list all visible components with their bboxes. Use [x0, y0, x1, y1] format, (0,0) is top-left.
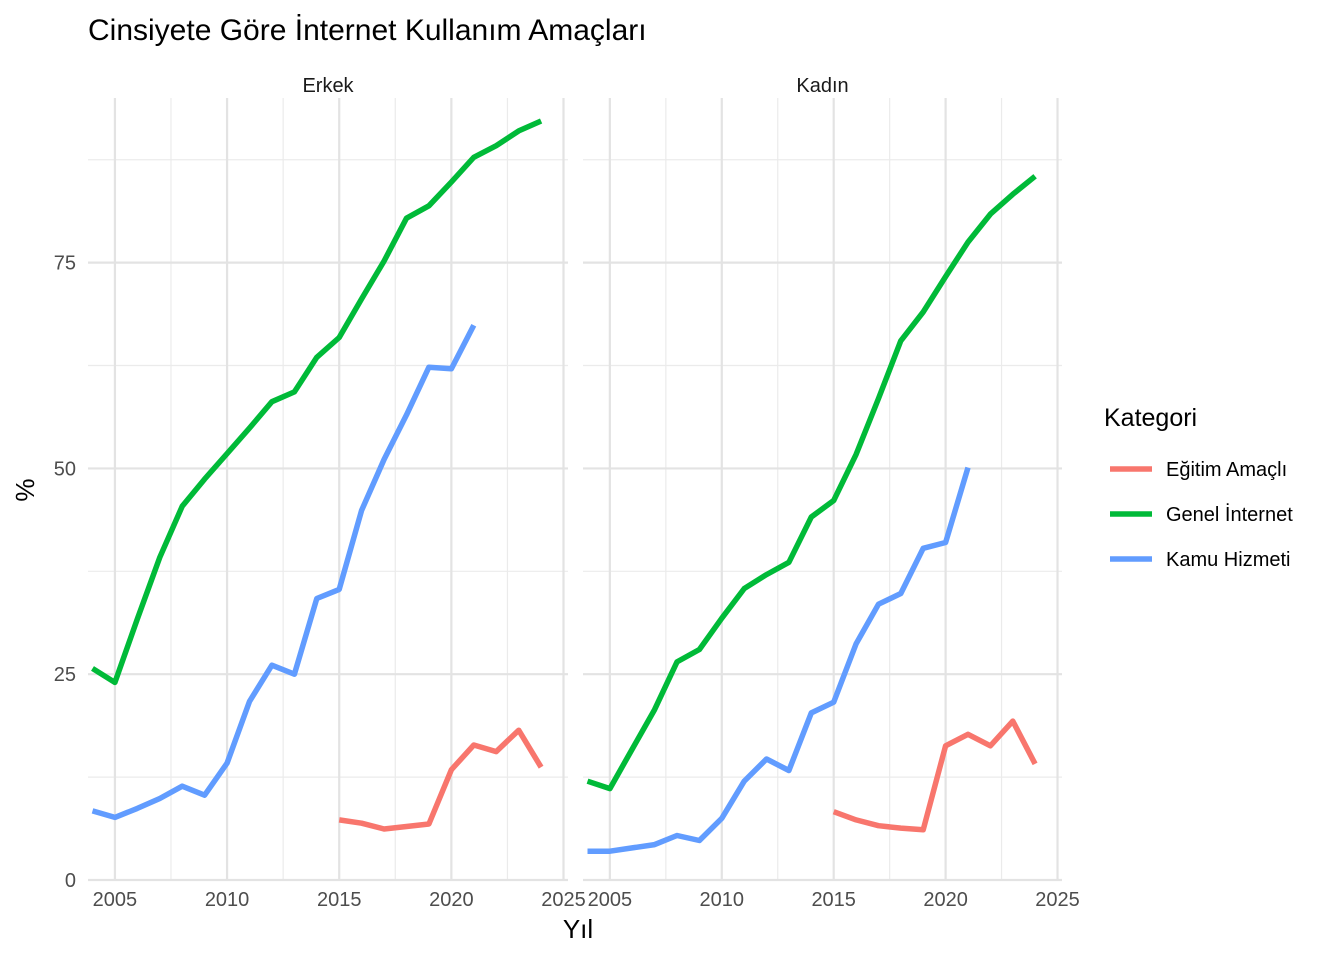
series-line-eğitim-amaçlı: [832, 718, 1038, 833]
chart-title: Cinsiyete Göre İnternet Kullanım Amaçlar…: [88, 14, 647, 47]
y-tick-label: 25: [54, 664, 76, 686]
x-tick-label: 2025: [1035, 889, 1080, 911]
legend-label: Genel İnternet: [1166, 503, 1293, 526]
x-tick-label: 2020: [429, 889, 474, 911]
x-tick-label: 2025: [541, 889, 586, 911]
series-line-eğitim-amaçlı: [338, 727, 544, 832]
series-line-genel-i̇nternet: [586, 174, 1037, 792]
legend-entries: Eğitim Amaçlı Genel İnternet Kamu Hizmeti: [1110, 459, 1293, 571]
y-tick-label: 75: [54, 253, 76, 275]
legend-label: Eğitim Amaçlı: [1166, 459, 1287, 481]
panel-1: Erkek 2005 2010 2015 2020 2025 0 25 50 75: [54, 75, 586, 911]
y-tick-label: 0: [65, 870, 76, 892]
x-tick-label: 2005: [93, 889, 138, 911]
x-tick-label: 2020: [923, 889, 968, 911]
series-line-genel-i̇nternet: [91, 118, 543, 686]
x-tick-label: 2010: [700, 889, 745, 911]
x-tick-label: 2015: [811, 889, 856, 911]
panel-2: Kadın 2005 2010 2015 2020 2025: [583, 75, 1080, 911]
x-axis-label: Yıl: [563, 914, 593, 944]
panel-strip-label: Kadın: [796, 75, 848, 97]
series-line-kamu-hizmeti: [91, 323, 477, 821]
panels-layer: Erkek 2005 2010 2015 2020 2025 0 25 50 75 Kadın 200…: [54, 75, 1080, 911]
series-line-kamu-hizmeti: [587, 466, 971, 854]
y-axis-label: %: [10, 478, 40, 501]
legend-label: Kamu Hizmeti: [1166, 549, 1290, 571]
y-tick-label: 50: [54, 458, 76, 480]
panel-strip-label: Erkek: [302, 75, 354, 97]
x-tick-label: 2010: [205, 889, 250, 911]
x-tick-label: 2015: [317, 889, 362, 911]
x-tick-label: 2005: [588, 889, 633, 911]
legend-title: Kategori: [1104, 404, 1197, 432]
